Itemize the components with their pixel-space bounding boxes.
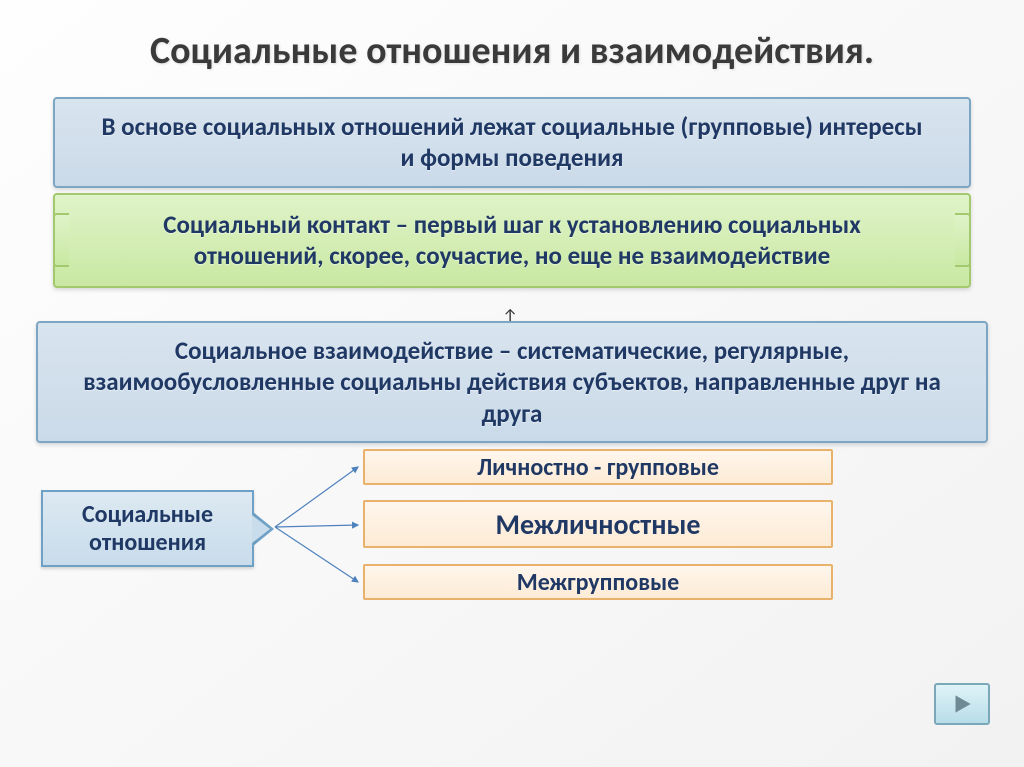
side-label-social-relations: Социальные отношения	[41, 490, 254, 567]
play-icon	[949, 691, 975, 717]
slide-title: Социальные отношения и взаимодействия.	[0, 28, 1024, 74]
next-slide-button[interactable]	[934, 683, 990, 725]
category-intergroup: Межгрупповые	[363, 564, 833, 600]
category-interpersonal: Межличностные	[363, 500, 833, 548]
definition-box-basis: В основе социальных отношений лежат соци…	[53, 97, 971, 188]
category-personal-group: Личностно - групповые	[363, 449, 833, 485]
side-label-line1: Социальные	[82, 500, 213, 529]
definition-box-interaction: Социальное взаимодействие – систематичес…	[36, 321, 988, 443]
definition-box-contact: Социальный контакт – первый шаг к устано…	[53, 193, 971, 288]
side-label-line2: отношения	[89, 528, 206, 557]
